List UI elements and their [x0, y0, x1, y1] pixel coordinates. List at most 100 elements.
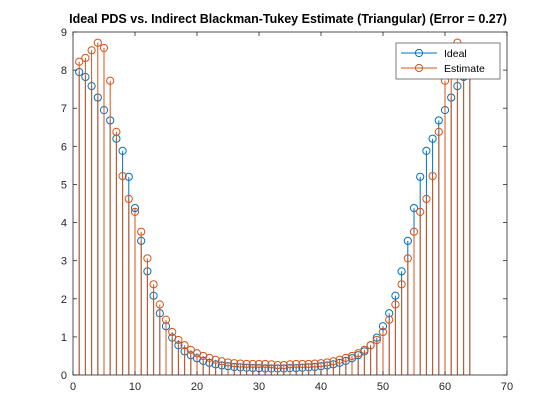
y-tick-label: 0	[61, 370, 67, 382]
ideal-marker	[378, 322, 388, 331]
y-tick-label: 9	[61, 27, 67, 39]
estimate-marker	[137, 227, 146, 236]
estimate-marker	[87, 46, 96, 55]
estimate-marker	[254, 359, 264, 369]
estimate-marker	[267, 360, 276, 369]
ideal-marker	[124, 172, 133, 181]
estimate-marker	[75, 57, 84, 66]
axes-box	[72, 31, 508, 376]
estimate-marker	[180, 341, 189, 350]
y-tick-label: 8	[61, 65, 67, 77]
estimate-marker	[205, 353, 214, 362]
estimate-marker	[298, 359, 307, 369]
estimate-marker	[93, 38, 102, 47]
estimate-marker	[434, 127, 443, 136]
ideal-marker	[130, 203, 140, 213]
estimate-marker	[236, 359, 245, 368]
estimate-marker	[316, 359, 326, 368]
y-tick-label: 4	[61, 218, 67, 230]
ideal-marker	[118, 146, 127, 156]
ideal-marker	[403, 236, 412, 245]
y-tick-label: 3	[61, 256, 67, 268]
ideal-marker	[416, 172, 425, 181]
estimate-marker	[341, 353, 350, 362]
estimate-marker	[106, 76, 115, 85]
x-tick-label: 0	[70, 381, 76, 393]
estimate-marker	[199, 351, 208, 361]
legend-label-ideal: Ideal	[444, 48, 467, 60]
estimate-marker	[378, 327, 388, 337]
estimate-marker	[248, 359, 257, 369]
estimate-marker	[168, 327, 177, 337]
legend-label-estimate: Estimate	[444, 63, 485, 75]
estimate-marker	[366, 341, 375, 350]
estimate-marker	[81, 53, 90, 63]
ideal-marker	[391, 291, 400, 300]
ideal-marker	[428, 134, 437, 143]
estimate-marker	[155, 300, 164, 309]
x-tick-label: 70	[501, 381, 513, 393]
estimate-marker	[211, 355, 220, 364]
x-tick-label: 40	[315, 381, 327, 393]
estimate-marker	[409, 227, 419, 236]
legend-marker-estimate	[414, 63, 424, 73]
estimate-marker	[372, 335, 381, 345]
estimate-marker	[217, 357, 226, 366]
ideal-marker	[397, 267, 406, 276]
estimate-marker	[143, 254, 152, 263]
estimate-marker	[397, 280, 406, 289]
estimate-marker	[99, 43, 109, 53]
estimate-marker	[261, 359, 270, 369]
estimate-marker	[310, 359, 319, 368]
y-tick-label: 2	[61, 294, 67, 306]
x-tick-label: 60	[439, 381, 451, 393]
chart-title: Ideal PDS vs. Indirect Blackman-Tukey Es…	[69, 12, 507, 26]
ideal-marker	[422, 146, 431, 156]
ideal-marker	[385, 309, 394, 318]
estimate-marker	[304, 359, 313, 369]
estimate-marker	[230, 359, 239, 368]
estimate-marker	[391, 300, 400, 309]
x-tick-label: 20	[191, 381, 203, 393]
estimate-marker	[130, 207, 140, 216]
estimate-marker	[292, 359, 301, 369]
y-tick-label: 1	[61, 332, 67, 344]
estimate-marker	[174, 335, 183, 345]
estimate-marker	[242, 359, 251, 369]
estimate-marker	[323, 358, 332, 367]
estimate-marker	[161, 315, 171, 324]
legend-box	[395, 42, 501, 80]
legend-marker-ideal	[414, 48, 424, 58]
ticks-layer: 0 10 20 30 40 50 60 70 0 1 2 3 4 5 6 7 8 9	[61, 27, 513, 393]
y-tick-label: 7	[61, 103, 67, 115]
estimate-marker	[428, 171, 437, 181]
series-layer	[75, 38, 474, 375]
estimate-marker	[285, 360, 295, 369]
estimate-marker	[360, 345, 369, 354]
estimate-marker	[385, 315, 394, 324]
estimate-marker	[279, 360, 288, 370]
estimate-marker	[416, 207, 425, 216]
y-tick-label: 5	[61, 179, 67, 191]
estimate-marker	[149, 280, 158, 289]
y-tick-label: 6	[61, 141, 67, 153]
estimate-marker	[335, 355, 344, 364]
estimate-marker	[273, 360, 282, 370]
ideal-marker	[434, 116, 443, 125]
series-estimate	[75, 38, 474, 375]
estimate-marker	[422, 194, 431, 204]
estimate-marker	[124, 194, 133, 204]
x-tick-label: 30	[253, 381, 265, 393]
estimate-marker	[329, 357, 338, 366]
estimate-marker	[112, 127, 121, 136]
estimate-marker	[354, 349, 363, 358]
ideal-marker	[409, 203, 419, 213]
x-tick-label: 50	[377, 381, 389, 393]
estimate-marker	[223, 358, 233, 367]
estimate-marker	[186, 345, 195, 354]
x-tick-label: 10	[129, 381, 141, 393]
estimate-marker	[403, 254, 412, 263]
legend: Ideal Estimate	[395, 42, 501, 80]
